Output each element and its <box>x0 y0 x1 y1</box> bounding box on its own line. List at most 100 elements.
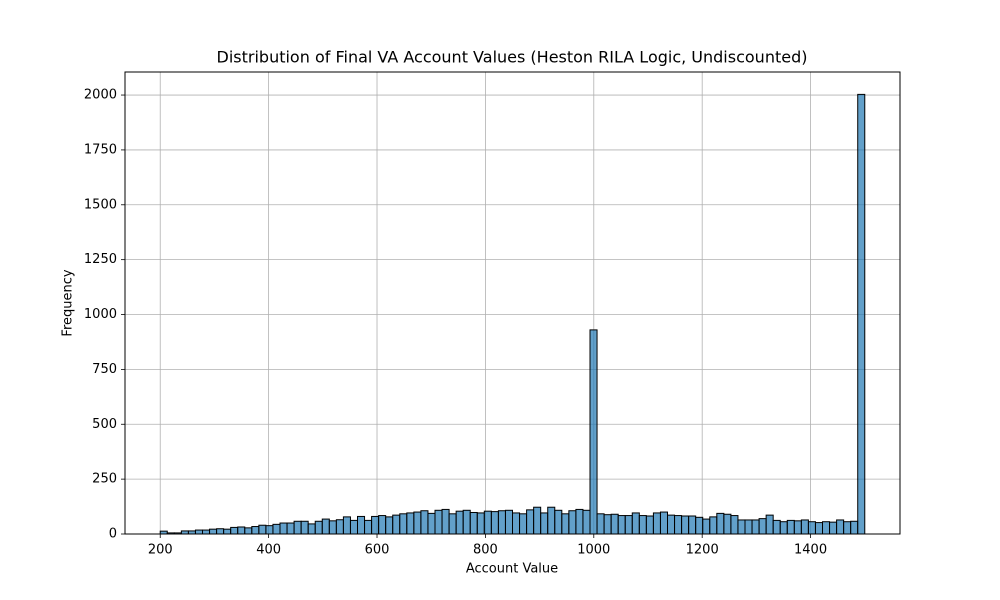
bar <box>209 528 218 535</box>
bar <box>448 513 457 535</box>
x-axis-label: Account Value <box>466 562 558 577</box>
y-tick-label: 0 <box>109 527 117 542</box>
bar <box>349 519 359 535</box>
bar <box>547 506 556 535</box>
bar <box>645 515 654 535</box>
bar <box>378 515 387 535</box>
bar <box>490 511 499 535</box>
bar <box>575 508 584 535</box>
x-tick-label: 800 <box>473 543 498 558</box>
x-tick-label: 400 <box>256 543 281 558</box>
x-tick-label: 200 <box>148 543 173 558</box>
bar <box>230 526 239 535</box>
bar <box>822 521 831 535</box>
bar <box>631 512 640 535</box>
bar <box>526 509 535 535</box>
bar <box>737 519 746 535</box>
bar <box>364 519 373 535</box>
chart-title: Distribution of Final VA Account Values … <box>217 48 808 67</box>
bar <box>533 506 542 535</box>
bar <box>561 513 570 535</box>
bar <box>328 520 337 535</box>
y-tick-label: 1000 <box>84 307 117 322</box>
bar <box>413 511 422 535</box>
bar <box>638 515 647 535</box>
bar <box>702 518 711 535</box>
bar <box>462 509 471 535</box>
bar <box>772 519 781 535</box>
bar <box>399 513 408 535</box>
bar <box>730 515 739 535</box>
bar <box>519 513 528 535</box>
bar <box>265 525 274 535</box>
bar <box>223 528 232 535</box>
bar <box>681 515 690 535</box>
bar <box>836 519 845 535</box>
bar <box>723 513 732 535</box>
bar <box>829 521 838 535</box>
bar <box>695 516 704 535</box>
bar <box>279 522 288 535</box>
bar <box>843 521 852 535</box>
x-tick-label: 1000 <box>577 543 610 558</box>
bar <box>427 512 436 535</box>
x-tick-label: 1400 <box>794 543 827 558</box>
bar <box>202 529 211 535</box>
bar <box>857 93 866 535</box>
x-tick-label: 1200 <box>686 543 719 558</box>
bar <box>194 529 203 535</box>
bar <box>335 519 344 535</box>
bar <box>251 526 260 535</box>
bar <box>765 514 774 535</box>
y-tick-label: 1750 <box>84 142 117 157</box>
bar <box>300 520 309 535</box>
y-tick-label: 750 <box>92 362 117 377</box>
bar <box>610 513 619 535</box>
bar <box>716 512 725 535</box>
bar <box>674 515 683 535</box>
y-axis-label: Frequency <box>61 269 76 336</box>
bar <box>807 521 816 535</box>
y-tick-label: 250 <box>92 472 117 487</box>
bar <box>624 515 633 535</box>
bar <box>758 518 767 535</box>
bar <box>603 514 612 535</box>
bar <box>568 510 577 535</box>
bar <box>596 513 605 535</box>
bar <box>744 519 753 535</box>
bar <box>786 519 795 535</box>
plot-frame <box>124 71 901 535</box>
bar <box>582 509 591 535</box>
bar <box>237 526 246 535</box>
y-tick-label: 1250 <box>84 252 117 267</box>
x-tick-label: 600 <box>365 543 390 558</box>
bar <box>688 515 697 535</box>
y-tick-label: 500 <box>92 417 117 432</box>
bar <box>244 527 253 535</box>
bar <box>286 522 295 535</box>
bar <box>504 509 514 535</box>
bar <box>314 520 323 535</box>
bar <box>441 508 450 535</box>
bar <box>406 512 415 535</box>
bar <box>709 516 718 535</box>
bar <box>469 511 478 535</box>
bar <box>216 528 225 535</box>
bar <box>307 523 316 535</box>
bar <box>392 514 401 535</box>
bar <box>420 510 429 535</box>
bar <box>434 509 443 535</box>
bar <box>814 522 823 535</box>
bar <box>455 510 464 535</box>
bar <box>617 515 626 535</box>
bar <box>800 519 809 535</box>
bar <box>512 512 521 535</box>
bar <box>850 520 859 535</box>
bar <box>258 524 267 535</box>
bar <box>483 510 492 535</box>
y-tick-label: 1500 <box>84 197 117 212</box>
bar <box>293 520 302 535</box>
bar <box>540 512 549 535</box>
